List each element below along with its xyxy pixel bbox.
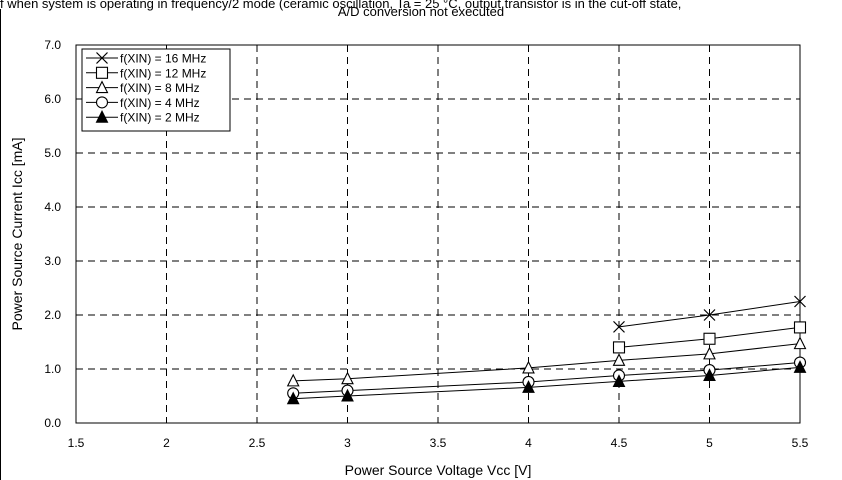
legend-label: f(XIN) = 2 MHz: [120, 111, 200, 125]
data-point: [286, 373, 300, 387]
series-2: [286, 336, 807, 387]
series-1: [612, 321, 807, 354]
data-point: [522, 380, 535, 393]
legend-entry: f(XIN) = 4 MHz: [86, 96, 200, 110]
legend-marker: [95, 109, 109, 123]
data-point: [793, 336, 807, 350]
data-point: [703, 332, 716, 345]
legend-entry: f(XIN) = 12 MHz: [86, 66, 206, 80]
data-point: [522, 360, 535, 374]
data-point: [703, 368, 716, 382]
data-point: [286, 391, 300, 405]
legend-marker: [95, 96, 109, 109]
y-tick-label: 3.0: [44, 254, 61, 268]
frame-left-border: [0, 9, 1, 480]
data-point: [612, 374, 626, 387]
series-4: [286, 360, 807, 405]
legend-entry: f(XIN) = 16 MHz: [86, 52, 206, 66]
plot-area-frame: [75, 44, 801, 424]
y-tick-label: 0.0: [44, 416, 61, 430]
legend-marker: [95, 66, 109, 79]
chart-title: A/D conversion not executed: [337, 4, 505, 19]
x-tick-label: 4.5: [611, 436, 628, 450]
series-0: [613, 295, 806, 333]
y-tick-label: 7.0: [44, 38, 61, 52]
x-tick-label: 3: [344, 436, 351, 450]
legend-label: f(XIN) = 8 MHz: [120, 81, 200, 95]
data-point: [703, 309, 716, 321]
data-point: [793, 360, 807, 373]
y-tick-label: 1.0: [44, 362, 61, 376]
y-tick-label: 6.0: [44, 92, 61, 106]
legend-entry: f(XIN) = 2 MHz: [86, 109, 200, 125]
data-point: [612, 341, 626, 354]
legend-entry: f(XIN) = 8 MHz: [86, 80, 200, 95]
series-line: [293, 362, 801, 394]
series-line: [293, 366, 801, 400]
x-axis-label: Power Source Voltage Vcc [V]: [345, 462, 532, 478]
x-tick-label: 1.5: [68, 436, 85, 450]
data-point: [703, 346, 716, 360]
data-point: [341, 371, 354, 385]
x-tick-label: 4: [525, 436, 532, 450]
data-point: [794, 295, 806, 308]
x-tick-label: 2.5: [249, 436, 266, 450]
legend-marker: [96, 52, 108, 64]
x-tick-label: 2: [163, 436, 170, 450]
data-point: [341, 388, 354, 402]
data-point: [612, 353, 626, 366]
legend-label: f(XIN) = 12 MHz: [120, 66, 206, 80]
x-tick-label: 3.5: [430, 436, 447, 450]
legend-label: f(XIN) = 4 MHz: [120, 96, 200, 110]
legend-label: f(XIN) = 16 MHz: [120, 52, 206, 66]
y-tick-label: 5.0: [44, 146, 61, 160]
legend-marker: [95, 80, 109, 94]
data-point: [613, 320, 625, 333]
y-axis-label: Power Source Current Icc [mA]: [9, 138, 25, 331]
header-condition-text: f when system is operating in frequency/…: [0, 0, 682, 11]
grid-lines: [76, 45, 800, 423]
axis-tick-labels: 1.5 2 2.5 3 3.5 4 4.5 5 5.5 0.0 1.0 2.0 3.0 4.0 5.0 6.0…: [44, 38, 808, 450]
data-series: [286, 295, 807, 405]
series-line: [293, 343, 801, 382]
x-tick-label: 5: [706, 436, 713, 450]
y-tick-label: 2.0: [44, 308, 61, 322]
x-tick-label: 5.5: [792, 436, 809, 450]
data-point: [793, 321, 807, 334]
y-tick-label: 4.0: [44, 200, 61, 214]
